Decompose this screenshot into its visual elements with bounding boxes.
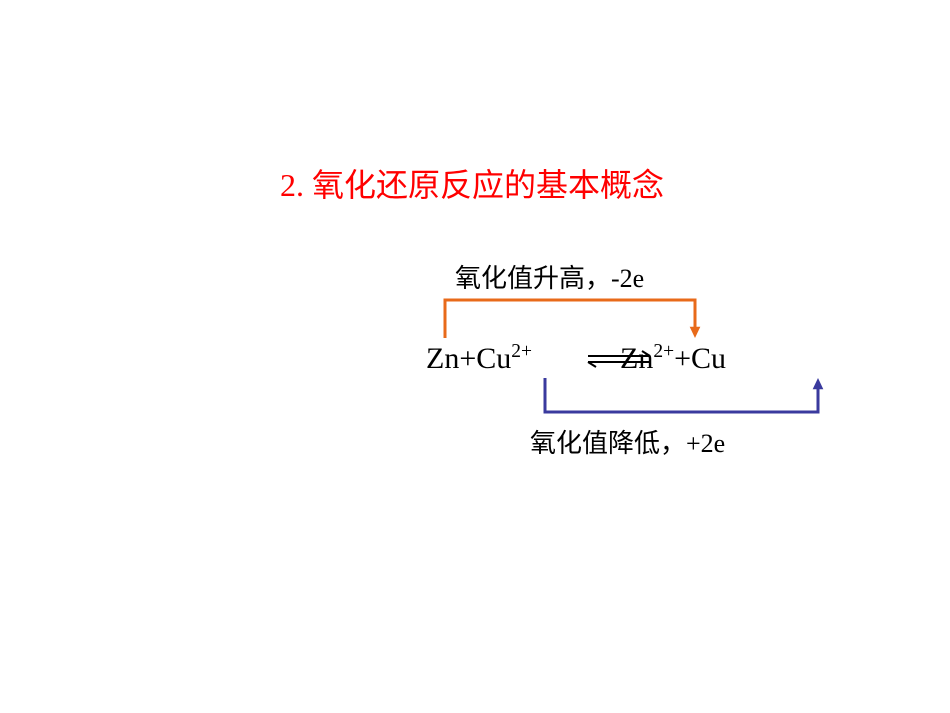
oxidation-decrease-text: 氧化值降低， — [530, 429, 686, 458]
oxidation-increase-text: 氧化值升高， — [455, 264, 611, 293]
redox-equation: Zn + Cu2+ Zn2+ + Cu — [426, 342, 726, 376]
oxidation-decrease-electrons: +2e — [686, 429, 725, 458]
oxidation-increase-electrons: -2e — [611, 264, 644, 293]
plus-2: + — [674, 342, 691, 376]
product-cu: Cu — [691, 342, 726, 376]
oxidation-decrease-label: 氧化值降低，+2e — [530, 423, 725, 460]
section-title: 2. 氧化还原反应的基本概念 — [280, 160, 664, 206]
reactant-cu2plus: Cu2+ — [476, 342, 532, 376]
product-zn2plus: Zn2+ — [620, 342, 674, 376]
plus-1: + — [459, 342, 476, 376]
reactant-zn: Zn — [426, 342, 459, 376]
zn-base: Zn — [620, 342, 653, 375]
zn-sup: 2+ — [653, 341, 674, 362]
cu-sup: 2+ — [511, 341, 532, 362]
oxidation-increase-label: 氧化值升高，-2e — [455, 258, 644, 295]
cu-base: Cu — [476, 342, 511, 375]
